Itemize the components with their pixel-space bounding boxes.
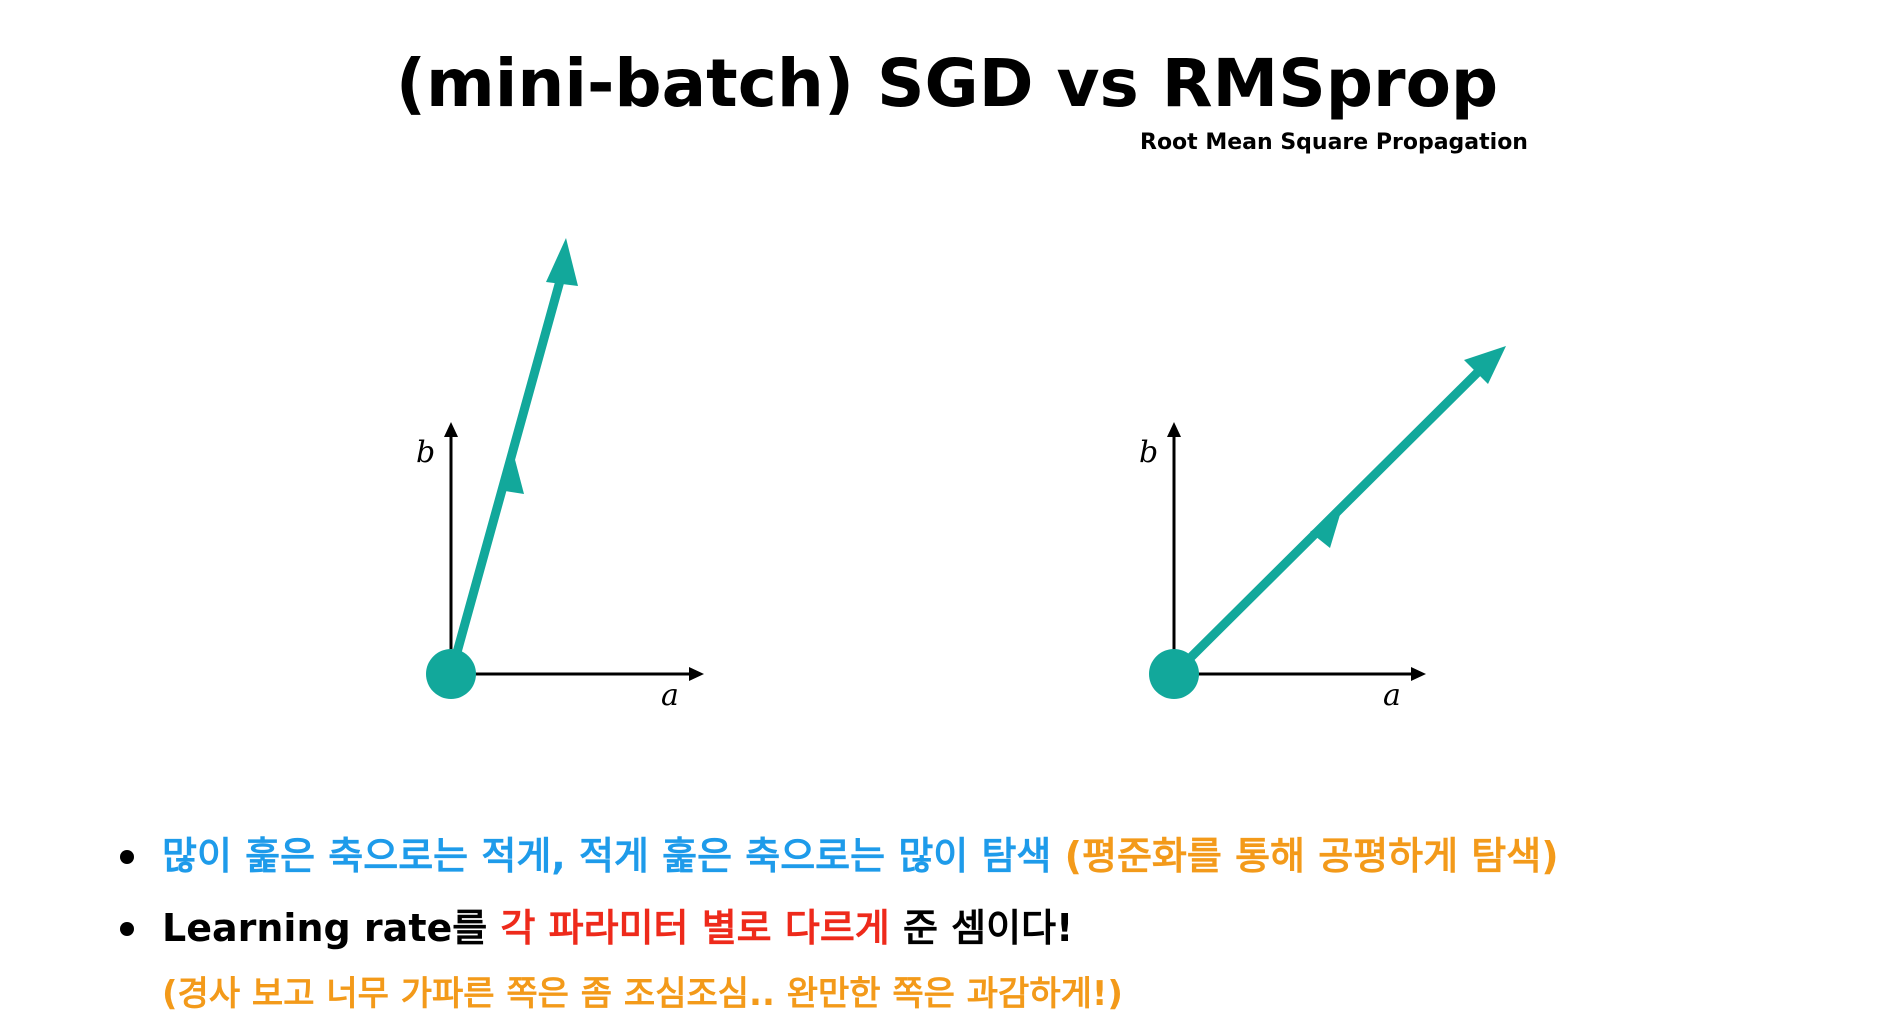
rmsprop-update-vector	[1169, 346, 1506, 679]
sgd-diagram: b a	[416, 238, 704, 713]
summary-bullets: 많이 훑은 축으로는 적게, 적게 훑은 축으로는 많이 탐색 (평준화를 통해…	[120, 820, 1860, 1024]
page-subtitle: Root Mean Square Propagation	[1140, 130, 1528, 155]
bullet-dot	[120, 850, 134, 864]
rmsprop-y-axis	[1167, 422, 1181, 674]
bullet-2-continuation: (경사 보고 너무 가파른 쪽은 좀 조심조심.. 완만한 쪽은 과감하게!)	[162, 974, 1123, 1014]
rmsprop-x-axis-label: a	[1383, 678, 1401, 713]
rmsprop-arrowhead-end	[1464, 346, 1506, 384]
sgd-x-axis	[451, 667, 704, 681]
bullet-2-tail-text: 준 셈이다!	[889, 906, 1074, 950]
bullet-2-lead-text: Learning rate를	[162, 906, 501, 950]
sgd-y-axis-label: b	[416, 435, 435, 470]
rmsprop-origin-point	[1149, 649, 1199, 699]
page-title: (mini-batch) SGD vs RMSprop	[395, 45, 1499, 122]
rmsprop-arrowhead-mid	[1310, 508, 1342, 548]
bullet-1-main-text: 많이 훑은 축으로는 적게, 적게 훑은 축으로는 많이 탐색	[162, 834, 1052, 878]
sgd-arrowhead-mid	[499, 452, 524, 494]
rmsprop-diagram: b a	[1139, 346, 1506, 713]
rmsprop-y-axis-label: b	[1139, 435, 1158, 470]
bullet-2-highlight-text: 각 파라미터 별로 다르게	[500, 906, 890, 950]
bullet-item-2: Learning rate를 각 파라미터 별로 다르게 준 셈이다!	[120, 892, 1860, 964]
sgd-arrowhead-end	[546, 238, 578, 286]
rmsprop-x-axis	[1174, 667, 1426, 681]
sgd-x-axis-label: a	[661, 678, 679, 713]
sgd-origin-point	[426, 649, 476, 699]
bullet-1-note-text: (평준화를 통해 공평하게 탐색)	[1051, 834, 1559, 878]
bullet-item-1: 많이 훑은 축으로는 적게, 적게 훑은 축으로는 많이 탐색 (평준화를 통해…	[120, 820, 1860, 892]
bullet-dot	[120, 922, 134, 936]
sgd-y-axis	[444, 422, 458, 674]
sgd-update-vector	[446, 238, 578, 679]
